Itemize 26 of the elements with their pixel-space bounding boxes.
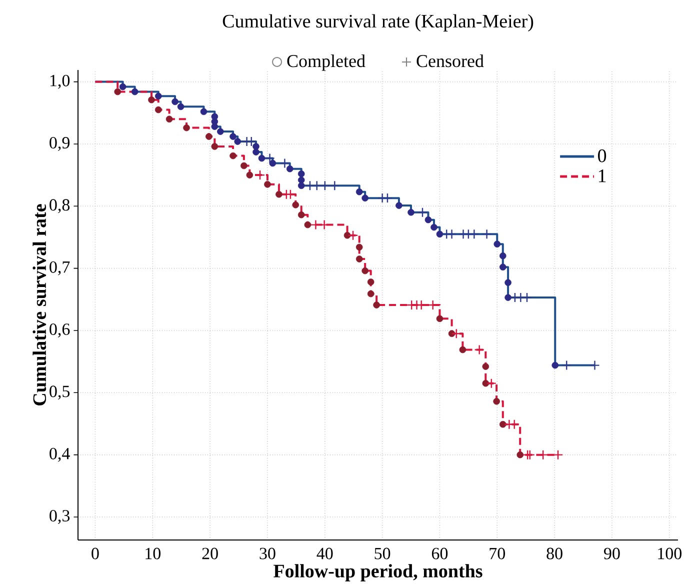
x-tick-label: 10 — [146, 548, 160, 560]
x-axis-title: Follow-up period, months — [274, 564, 482, 582]
x-tick-label: 30 — [260, 548, 276, 560]
y-tick-label: 0,5 — [50, 386, 70, 400]
x-tick-label: 90 — [604, 548, 620, 560]
y-tick-label: 0,9 — [50, 137, 70, 151]
annotation: Completed — [287, 54, 366, 71]
y-axis-title: Cumulative survival rate — [32, 204, 46, 406]
legend-label: 0 — [598, 149, 606, 162]
y-tick-label: 0,6 — [50, 324, 70, 338]
x-tick-label: 0 — [92, 548, 99, 560]
x-tick-label: 80 — [546, 548, 562, 560]
y-tick-label: 1,0 — [50, 74, 70, 89]
x-tick-label: 50 — [374, 548, 390, 560]
legend-label: 1 — [598, 170, 606, 182]
x-tick-label: 70 — [490, 548, 505, 560]
text: Censored — [416, 54, 484, 68]
x-tick-label: 60 — [432, 548, 448, 560]
y-tick-label: 0,3 — [50, 510, 70, 524]
chart-title: Cumulative survival rate (Kaplan-Meier) — [222, 14, 534, 32]
y-tick-label: 0,7 — [50, 261, 70, 276]
x-tick-label: 20 — [202, 548, 218, 560]
x-tick-label: 100 — [658, 548, 682, 560]
y-tick-label: 0,4 — [50, 448, 70, 462]
y-tick-label: 0,8 — [50, 199, 70, 214]
x-tick-label: 40 — [316, 548, 333, 560]
